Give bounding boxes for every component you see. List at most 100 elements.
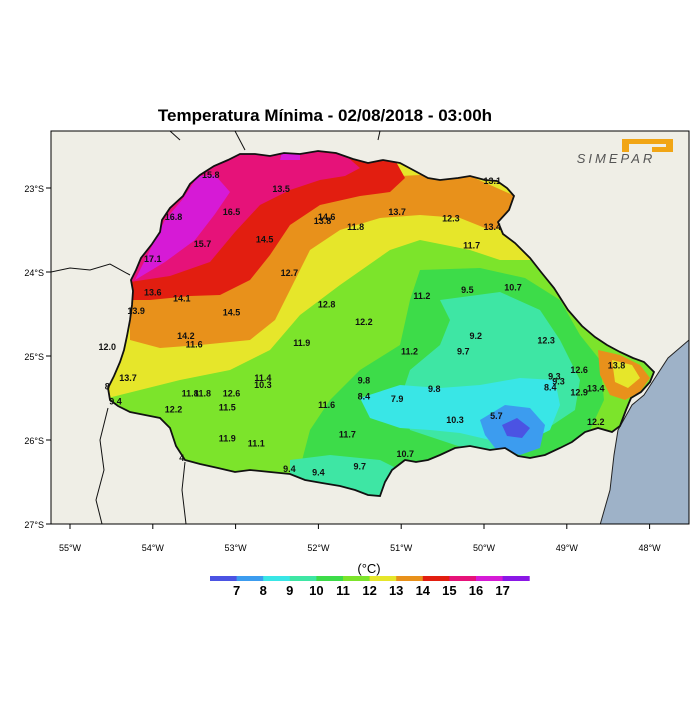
station-value: 11.7 xyxy=(339,430,356,440)
station-value: 4 xyxy=(179,453,184,463)
logo-mark xyxy=(622,139,673,152)
simepar-logo: SIMEPAR xyxy=(577,139,673,166)
station-value: 13.6 xyxy=(144,288,162,298)
station-value: 12.0 xyxy=(99,342,117,352)
station-value: 9.8 xyxy=(428,384,441,394)
legend-swatch xyxy=(369,576,397,581)
station-value: 9.3 xyxy=(548,372,561,382)
station-value: 12.6 xyxy=(570,365,588,375)
colorbar-legend: (°C) 7 8 9 10 11 12 13 14 15 16 17 xyxy=(210,561,530,598)
station-value: 12.9 xyxy=(570,388,588,398)
map-axes: 23°S 24°S 25°S 26°S 27°S 55°W 54°W 53°W 52°W 51°W… xyxy=(24,184,661,553)
station-value: 12.3 xyxy=(537,335,555,345)
station-value: 9.5 xyxy=(461,285,474,295)
ocean-area xyxy=(599,339,689,524)
station-value: 11.9 xyxy=(219,434,236,444)
station-value: 10.3 xyxy=(446,415,464,425)
station-value: 11.1 xyxy=(248,439,265,449)
station-value: 13.8 xyxy=(314,216,332,226)
legend-swatch xyxy=(316,576,344,581)
station-value: 13.5 xyxy=(272,184,290,194)
station-value: 10.3 xyxy=(254,380,272,390)
station-value: 12.8 xyxy=(318,299,336,309)
station-value: 10.7 xyxy=(504,283,522,293)
station-value: 14.6 xyxy=(318,212,336,222)
lon-label: 55°W xyxy=(59,543,82,553)
station-value: 13.7 xyxy=(388,207,406,217)
station-value: 12.3 xyxy=(442,214,460,224)
lat-label: 24°S xyxy=(24,268,44,278)
station-value: 10.7 xyxy=(397,449,415,459)
legend-tick-label: 14 xyxy=(416,583,431,598)
station-value: 11.8 xyxy=(347,222,364,232)
legend-swatch xyxy=(263,576,291,581)
logo-text: SIMEPAR xyxy=(577,151,656,166)
legend-tick-label: 15 xyxy=(442,583,456,598)
legend-tick-label: 11 xyxy=(336,583,350,598)
station-value: 11.2 xyxy=(413,291,430,301)
legend-tick-label: 13 xyxy=(389,583,403,598)
legend-swatch xyxy=(210,576,238,581)
station-value: 14.5 xyxy=(223,308,241,318)
temperature-band-14 xyxy=(612,360,640,388)
temperature-band-7 xyxy=(502,418,530,438)
station-values: 15.813.516.516.8 14.613.813.712.313.111.8… xyxy=(99,170,626,477)
legend-swatch xyxy=(502,576,530,581)
lon-label: 49°W xyxy=(556,543,579,553)
station-value: 14.5 xyxy=(256,235,274,245)
lat-label: 25°S xyxy=(24,352,44,362)
station-value: 15.8 xyxy=(202,170,220,180)
legend-swatch xyxy=(422,576,450,581)
lat-label: 26°S xyxy=(24,436,44,446)
station-value: 11.6 xyxy=(318,400,335,410)
station-value: 11.7 xyxy=(463,241,480,251)
map-title: Temperatura Mínima - 02/08/2018 - 03:00h xyxy=(157,106,493,125)
station-value: 12.7 xyxy=(281,268,299,278)
legend-swatch xyxy=(343,576,371,581)
legend-tick-label: 8 xyxy=(260,583,267,598)
station-value: 8.4 xyxy=(544,382,557,392)
station-value: 14.2 xyxy=(177,331,195,341)
station-value: 8.4 xyxy=(358,392,371,402)
lon-label: 54°W xyxy=(142,543,165,553)
lon-label: 51°W xyxy=(390,543,413,553)
legend-swatch xyxy=(289,576,317,581)
legend-swatch xyxy=(236,576,264,581)
station-value: 5.7 xyxy=(490,411,503,421)
lat-label: 23°S xyxy=(24,184,44,194)
legend-tick-label: 12 xyxy=(362,583,376,598)
parana-state-outline xyxy=(107,150,656,497)
legend-swatch xyxy=(396,576,424,581)
station-value: 11.9 xyxy=(293,338,310,348)
station-value: 13.1 xyxy=(484,176,502,186)
lon-label: 52°W xyxy=(307,543,330,553)
station-value: 17.1 xyxy=(144,254,162,264)
legend-tick-label: 17 xyxy=(495,583,509,598)
legend-unit: (°C) xyxy=(357,561,380,576)
station-value: 12.6 xyxy=(223,388,241,398)
station-value: 9.2 xyxy=(469,331,482,341)
lon-label: 50°W xyxy=(473,543,496,553)
station-value: 9.4 xyxy=(283,464,296,474)
legend-tick-label: 7 xyxy=(233,583,240,598)
station-value: 13.8 xyxy=(608,361,626,371)
station-value: 11.2 xyxy=(401,346,418,356)
station-value: 9.4 xyxy=(109,397,122,407)
lat-label: 27°S xyxy=(24,520,44,530)
station-value: 13.4 xyxy=(587,383,605,393)
station-value: 12.2 xyxy=(165,404,183,414)
temperature-band-11 xyxy=(135,175,230,280)
legend-tick-label: 10 xyxy=(309,583,323,598)
station-value: 9.7 xyxy=(354,461,367,471)
station-value: 13.4 xyxy=(484,222,502,232)
legend-swatch xyxy=(449,576,477,581)
station-value: 14.1 xyxy=(173,293,191,303)
station-value: 9.8 xyxy=(358,376,371,386)
station-value: 8 xyxy=(105,382,110,392)
station-value: 11.8 xyxy=(194,388,211,398)
station-value: 15.7 xyxy=(194,239,212,249)
station-value: 12.2 xyxy=(587,417,605,427)
legend-tick-label: 16 xyxy=(469,583,483,598)
lon-label: 48°W xyxy=(639,543,662,553)
